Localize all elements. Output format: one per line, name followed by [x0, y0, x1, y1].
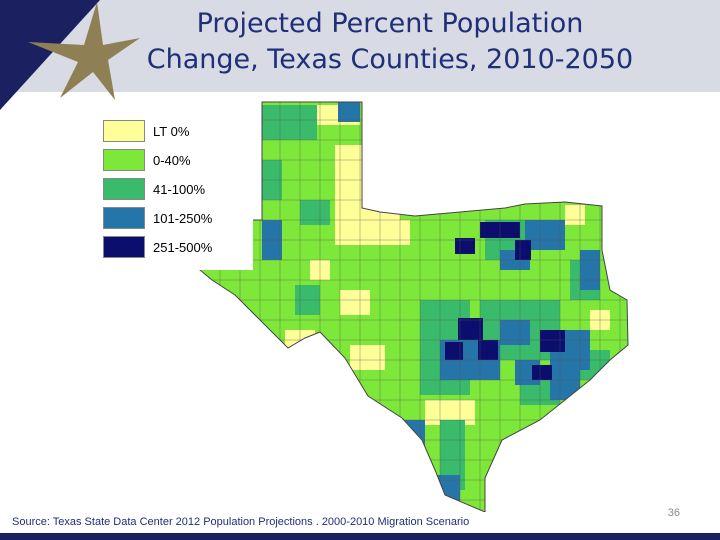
legend-item-251-500: 251-500%: [103, 236, 253, 260]
footer-bar: [0, 533, 720, 540]
legend-swatch: [103, 178, 145, 200]
legend-swatch: [103, 120, 145, 142]
legend-swatch: [103, 236, 145, 258]
texas-outline: [148, 101, 629, 512]
legend-swatch: [103, 207, 145, 229]
legend-label: LT 0%: [153, 124, 190, 139]
legend-item-101-250: 101-250%: [103, 207, 253, 231]
map-legend: LT 0% 0-40% 41-100% 101-250% 251-500%: [103, 120, 253, 270]
legend-swatch: [103, 149, 145, 171]
legend-label: 0-40%: [153, 153, 191, 168]
legend-label: 41-100%: [153, 182, 206, 197]
slide-number: 36: [667, 507, 680, 519]
slide-title-line2: Change, Texas Counties, 2010-2050: [146, 44, 634, 75]
slide-title-line1: Projected Percent Population: [196, 8, 584, 39]
legend-item-41-100: 41-100%: [103, 178, 253, 202]
texas-star-logo: [0, 0, 140, 110]
legend-item-lt0: LT 0%: [103, 120, 253, 144]
legend-item-0-40: 0-40%: [103, 149, 253, 173]
texas-county-map: [148, 101, 629, 512]
legend-label: 101-250%: [153, 211, 213, 226]
source-note: Source: Texas State Data Center 2012 Pop…: [12, 516, 470, 528]
slide-title: Projected Percent Population Change, Tex…: [110, 6, 670, 78]
legend-label: 251-500%: [153, 240, 213, 255]
